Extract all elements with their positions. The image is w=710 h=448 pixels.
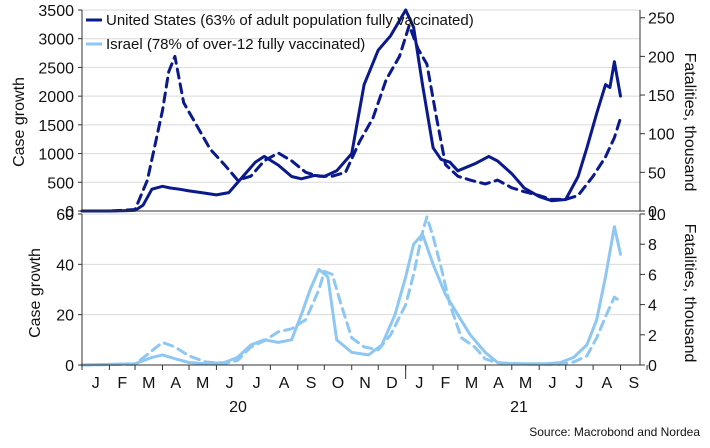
source-note: Source: Macrobond and Nordea	[529, 425, 700, 439]
x-tick-label-6: J	[253, 375, 261, 392]
x-tick-label-13: F	[441, 375, 451, 392]
series-line-1-0	[80, 225, 622, 367]
x-tick-label-7: A	[279, 375, 290, 392]
y-tick-right-1-2: 4	[648, 298, 657, 315]
series-line-1-1	[80, 215, 622, 367]
x-tick-label-4: M	[196, 375, 209, 392]
x-tick-label-20: S	[628, 375, 639, 392]
x-tick-label-3: A	[170, 375, 181, 392]
x-tick-label-11: D	[386, 375, 398, 392]
x-tick-label-10: N	[359, 375, 371, 392]
y-tick-right-1-1: 2	[648, 328, 657, 345]
y-tick-right-1-5: 10	[648, 207, 666, 224]
year-label-2020: 20	[229, 399, 247, 416]
y-tick-right-0-3: 150	[648, 88, 675, 105]
y-tick-left-1-0: 0	[65, 358, 74, 375]
year-label-2021: 21	[510, 399, 528, 416]
gridlines	[82, 9, 640, 316]
y-tick-left-1-2: 40	[56, 257, 74, 274]
x-tick-label-12: J	[415, 375, 423, 392]
y-tick-right-0-1: 50	[648, 165, 666, 182]
y-tick-right-0-0: 0	[648, 204, 657, 221]
x-tick-label-0: J	[92, 375, 100, 392]
y-tick-right-1-0: 0	[648, 358, 657, 375]
x-tick-label-17: J	[548, 375, 556, 392]
y-tick-left-0-2: 1000	[38, 147, 74, 164]
x-tick-label-14: M	[465, 375, 478, 392]
y-tick-left-0-5: 2500	[38, 60, 74, 77]
series-line-0-1	[80, 24, 622, 213]
legend-label-israel: Israel (78% of over-12 fully vaccinated)	[106, 36, 365, 53]
y-tick-left-0-6: 3000	[38, 32, 74, 49]
top-right-axis-label: Fatalities, thousand	[681, 53, 698, 192]
y-tick-left-0-0: 0	[65, 204, 74, 221]
x-tick-label-2: M	[142, 375, 155, 392]
bottom-right-axis-label: Fatalities, thousand	[681, 224, 698, 363]
y-tick-right-1-3: 6	[648, 267, 657, 284]
y-tick-right-0-4: 200	[648, 49, 675, 66]
x-tick-label-1: F	[117, 375, 127, 392]
x-tick-label-9: O	[332, 375, 344, 392]
x-tick-label-19: A	[602, 375, 613, 392]
y-tick-right-0-2: 100	[648, 127, 675, 144]
x-tick-label-15: A	[493, 375, 504, 392]
bottom-left-axis-label: Case growth	[27, 248, 44, 338]
top-left-axis-label: Case growth	[11, 77, 28, 167]
y-tick-right-0-5: 250	[648, 11, 675, 28]
y-tick-left-0-4: 2000	[38, 89, 74, 106]
legend: United States (63% of adult population f…	[86, 12, 474, 53]
x-tick-label-5: J	[226, 375, 234, 392]
y-tick-left-1-1: 20	[56, 308, 74, 325]
x-tick-label-18: J	[575, 375, 583, 392]
axes-frame	[78, 9, 648, 379]
x-tick-label-8: S	[306, 375, 317, 392]
tick-labels: 0500100015002000250030003500050100150200…	[38, 3, 674, 392]
series-layer	[80, 8, 622, 367]
y-tick-left-0-3: 1500	[38, 118, 74, 135]
legend-label-us: United States (63% of adult population f…	[106, 12, 474, 29]
x-tick-label-16: M	[519, 375, 532, 392]
y-tick-left-1-3: 60	[56, 207, 74, 224]
y-tick-right-1-4: 8	[648, 237, 657, 254]
y-tick-left-0-7: 3500	[38, 3, 74, 20]
y-tick-left-0-1: 500	[47, 175, 74, 192]
